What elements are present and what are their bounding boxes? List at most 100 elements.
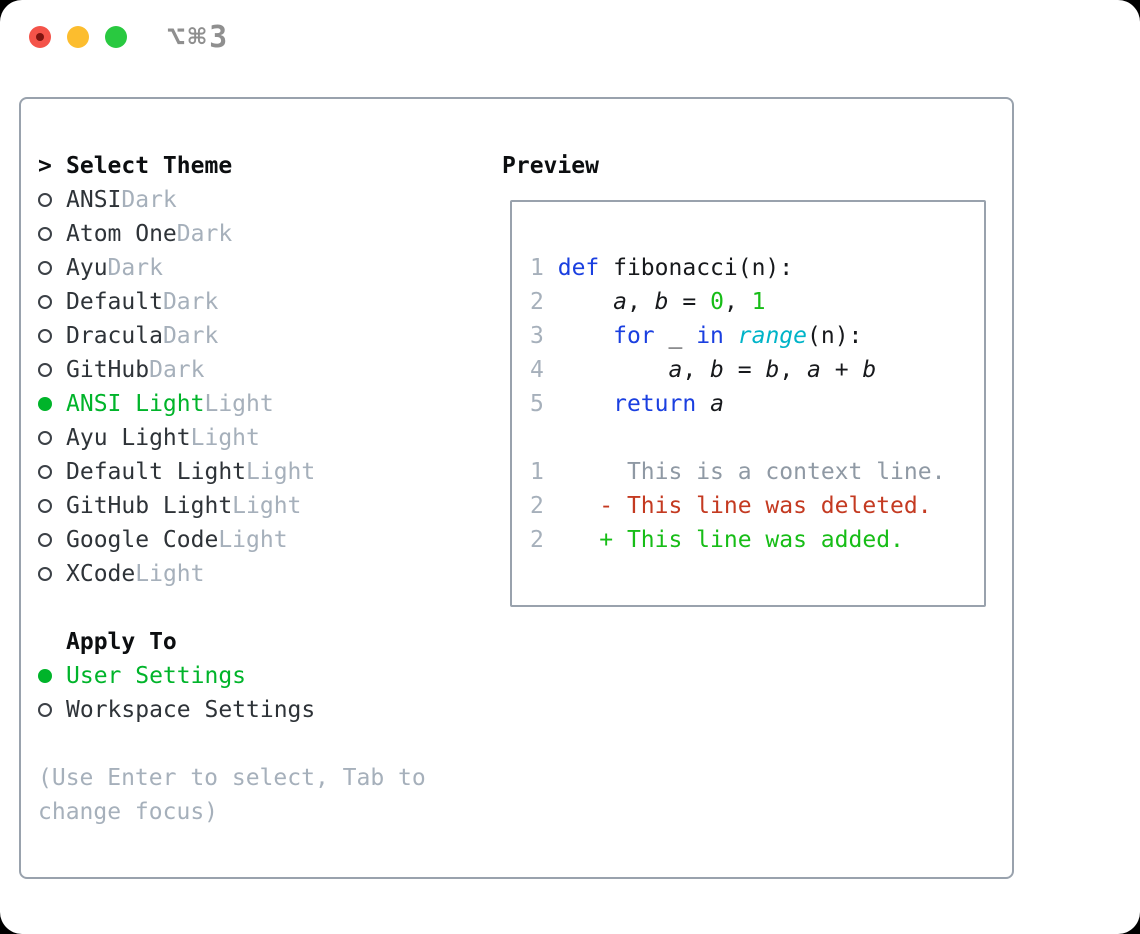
token-plain: , bbox=[779, 357, 808, 383]
token-plain bbox=[544, 493, 599, 519]
close-button[interactable] bbox=[29, 26, 51, 48]
apply-option-user-settings[interactable]: User Settings bbox=[38, 659, 426, 693]
theme-picker-title: Select Theme bbox=[66, 153, 233, 179]
token-lit: 0 bbox=[710, 289, 724, 315]
maximize-button[interactable] bbox=[105, 26, 127, 48]
token-plain: = bbox=[723, 357, 766, 383]
token-add: + This line was added. bbox=[599, 527, 904, 553]
token-plain: fibonacci(n): bbox=[599, 255, 794, 281]
token-plain bbox=[724, 323, 738, 349]
theme-option-label: Default bbox=[66, 289, 163, 315]
theme-option-ansi-light[interactable]: ANSI Light Light bbox=[38, 387, 426, 421]
theme-option-ansi[interactable]: ANSI Dark bbox=[38, 183, 426, 217]
apply-option-workspace-settings[interactable]: Workspace Settings bbox=[38, 693, 426, 727]
radio-icon bbox=[38, 533, 66, 547]
theme-option-label: ANSI bbox=[66, 187, 122, 213]
token-kw: in bbox=[696, 323, 724, 349]
theme-option-label: Dracula bbox=[66, 323, 163, 349]
token-num: 2 bbox=[530, 289, 544, 315]
token-var: b bbox=[862, 357, 877, 383]
theme-option-label: Atom One bbox=[66, 221, 177, 247]
token-var: a bbox=[710, 391, 724, 417]
token-num: 3 bbox=[530, 323, 544, 349]
theme-option-dracula[interactable]: Dracula Dark bbox=[38, 319, 426, 353]
theme-variant-label: Dark bbox=[107, 255, 163, 281]
token-num: 4 bbox=[530, 357, 544, 383]
apply-option-label: Workspace Settings bbox=[66, 697, 316, 723]
radio-selected-icon bbox=[38, 397, 66, 411]
theme-variant-label: Dark bbox=[162, 323, 219, 349]
radio-icon bbox=[38, 499, 66, 513]
token-plain: , bbox=[723, 289, 752, 315]
token-var: b bbox=[710, 357, 724, 383]
spacer-row bbox=[38, 727, 426, 761]
radio-icon bbox=[38, 193, 66, 207]
radio-icon bbox=[38, 567, 66, 581]
theme-option-google-code[interactable]: Google Code Light bbox=[38, 523, 426, 557]
token-plain bbox=[544, 323, 613, 349]
theme-option-default[interactable]: Default Dark bbox=[38, 285, 426, 319]
token-num: 1 bbox=[530, 255, 544, 281]
theme-variant-label: Dark bbox=[176, 221, 233, 247]
token-plain: (n): bbox=[807, 323, 863, 349]
code-line-9: 2 + This line was added. bbox=[530, 523, 984, 557]
token-plain bbox=[544, 459, 627, 485]
theme-option-label: GitHub Light bbox=[66, 493, 233, 519]
code-line-2: 2 a, b = 0, 1 bbox=[530, 285, 984, 319]
apply-option-label: User Settings bbox=[66, 663, 247, 689]
theme-variant-label: Dark bbox=[162, 289, 219, 315]
apply-to-header: Apply To bbox=[38, 625, 426, 659]
theme-option-github-light[interactable]: GitHub Light Light bbox=[38, 489, 426, 523]
titlebar: ⌥⌘3 bbox=[0, 0, 1140, 76]
theme-option-ayu-light[interactable]: Ayu Light Light bbox=[38, 421, 426, 455]
help-text: change focus) bbox=[38, 799, 219, 825]
theme-option-default-light[interactable]: Default Light Light bbox=[38, 455, 426, 489]
token-kw: for bbox=[613, 323, 655, 349]
spacer-row bbox=[38, 591, 426, 625]
token-num: 5 bbox=[530, 391, 544, 417]
theme-variant-label: Light bbox=[204, 391, 274, 417]
theme-option-label: GitHub bbox=[66, 357, 150, 383]
theme-variant-label: Light bbox=[190, 425, 260, 451]
token-var: a bbox=[807, 357, 821, 383]
token-plain: + bbox=[820, 357, 863, 383]
radio-icon bbox=[38, 261, 66, 275]
token-var: b bbox=[765, 357, 780, 383]
token-ctx: This is a context line. bbox=[626, 459, 946, 485]
token-plain bbox=[544, 357, 669, 383]
unsaved-dot-icon bbox=[36, 33, 44, 41]
window-title: ⌥⌘3 bbox=[167, 20, 231, 55]
token-plain bbox=[544, 289, 613, 315]
radio-icon bbox=[38, 329, 66, 343]
theme-option-label: Default Light bbox=[66, 459, 247, 485]
help-text-line-2: change focus) bbox=[38, 795, 426, 829]
token-plain bbox=[696, 391, 710, 417]
token-kw: return bbox=[613, 391, 697, 417]
token-var: a bbox=[668, 357, 683, 383]
token-plain: , bbox=[682, 357, 711, 383]
token-del: - This line was deleted. bbox=[599, 493, 932, 519]
minimize-button[interactable] bbox=[67, 26, 89, 48]
token-var: a bbox=[613, 289, 627, 315]
theme-variant-label: Light bbox=[218, 527, 288, 553]
theme-option-label: ANSI Light bbox=[66, 391, 205, 417]
theme-option-github[interactable]: GitHub Dark bbox=[38, 353, 426, 387]
theme-option-ayu[interactable]: Ayu Dark bbox=[38, 251, 426, 285]
token-kw: def bbox=[557, 255, 600, 281]
theme-picker: > Select Theme ANSI Dark Atom One Dark Ayu D… bbox=[38, 149, 426, 829]
radio-icon bbox=[38, 703, 66, 717]
radio-icon bbox=[38, 363, 66, 377]
radio-selected-icon bbox=[38, 669, 66, 683]
focus-chevron-icon: > bbox=[38, 153, 52, 179]
theme-variant-label: Dark bbox=[121, 187, 177, 213]
token-plain: _ bbox=[654, 323, 697, 349]
radio-icon bbox=[38, 431, 66, 445]
theme-option-xcode[interactable]: XCode Light bbox=[38, 557, 426, 591]
token-plain: = bbox=[668, 289, 711, 315]
theme-option-atom-one[interactable]: Atom One Dark bbox=[38, 217, 426, 251]
preview-header: Preview bbox=[502, 149, 599, 183]
token-plain: , bbox=[626, 289, 655, 315]
help-text: (Use Enter to select, Tab to bbox=[38, 765, 426, 791]
